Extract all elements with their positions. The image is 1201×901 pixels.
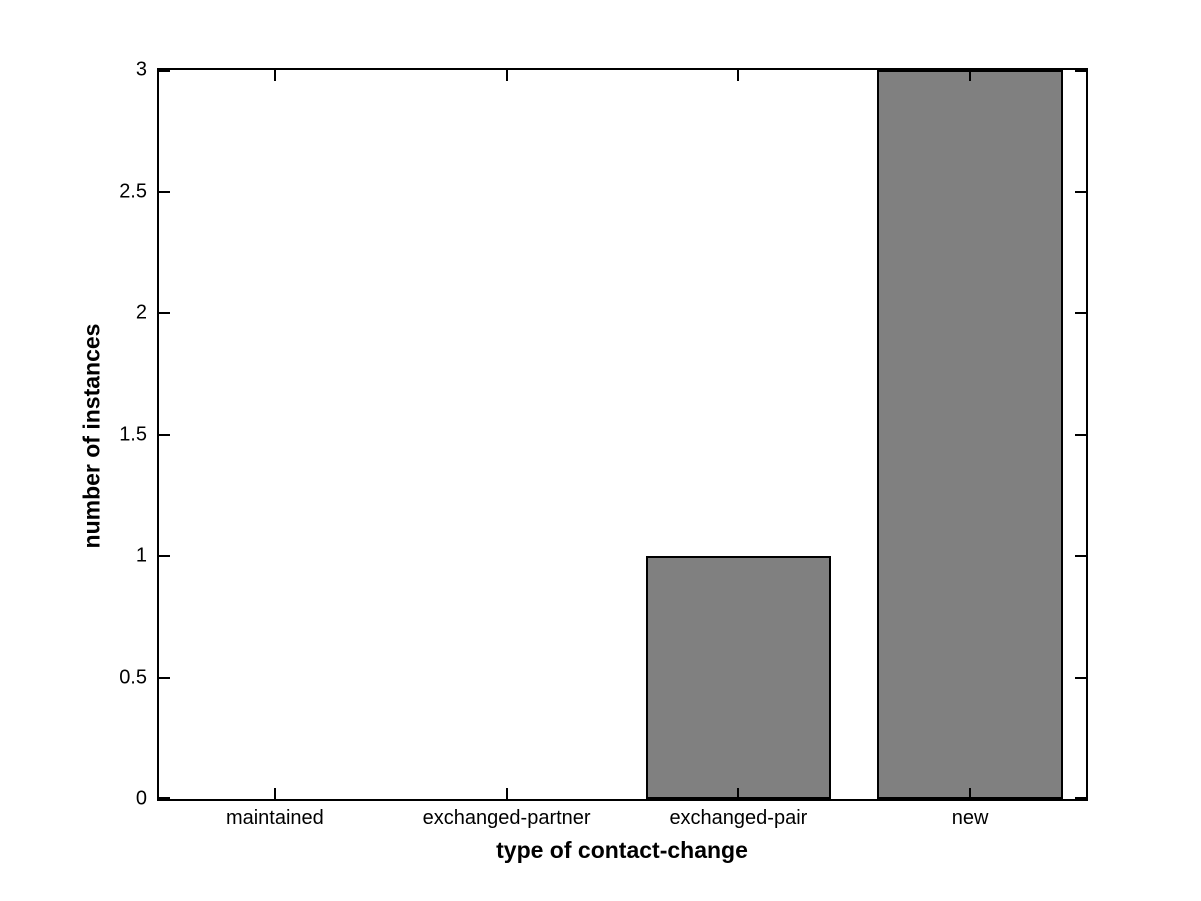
y-tick-mark <box>159 70 170 72</box>
y-tick-mark <box>159 555 170 557</box>
x-tick-mark <box>969 70 972 81</box>
y-tick-mark <box>159 797 170 799</box>
y-tick-mark <box>159 312 170 314</box>
y-tick-mark <box>1075 555 1086 557</box>
x-axis-label: type of contact-change <box>496 837 748 863</box>
x-tick-label-exchanged-pair: exchanged-pair <box>669 807 808 829</box>
x-tick-mark <box>273 70 276 81</box>
y-tick-label: 2.5 <box>119 180 147 202</box>
y-tick-mark <box>1075 312 1086 314</box>
y-tick-mark <box>1075 433 1086 436</box>
bar-exchanged-pair <box>645 556 832 799</box>
plot-area <box>157 68 1088 801</box>
x-tick-mark <box>737 70 740 81</box>
y-tick-label: 1.5 <box>119 423 147 445</box>
x-tick-mark <box>969 788 972 799</box>
y-tick-label: 0 <box>135 787 147 810</box>
x-tick-mark <box>505 788 508 799</box>
x-tick-mark <box>505 70 508 81</box>
y-tick-mark <box>159 190 170 193</box>
y-tick-label: 1 <box>135 544 147 567</box>
x-tick-label-new: new <box>951 807 989 829</box>
x-tick-mark <box>273 788 276 799</box>
x-tick-mark <box>737 788 740 799</box>
y-tick-mark <box>159 433 170 436</box>
y-tick-mark <box>1075 190 1086 193</box>
y-tick-label: 0.5 <box>119 666 147 688</box>
y-tick-label: 3 <box>135 58 147 81</box>
bar-new <box>877 70 1063 799</box>
y-tick-mark <box>1075 70 1086 72</box>
y-tick-mark <box>1075 797 1086 799</box>
y-tick-label: 2 <box>135 301 147 324</box>
y-tick-mark <box>159 676 170 679</box>
x-tick-label-maintained: maintained <box>225 807 324 829</box>
x-tick-label-exchanged-partner: exchanged-partner <box>422 807 591 829</box>
y-tick-mark <box>1075 676 1086 679</box>
